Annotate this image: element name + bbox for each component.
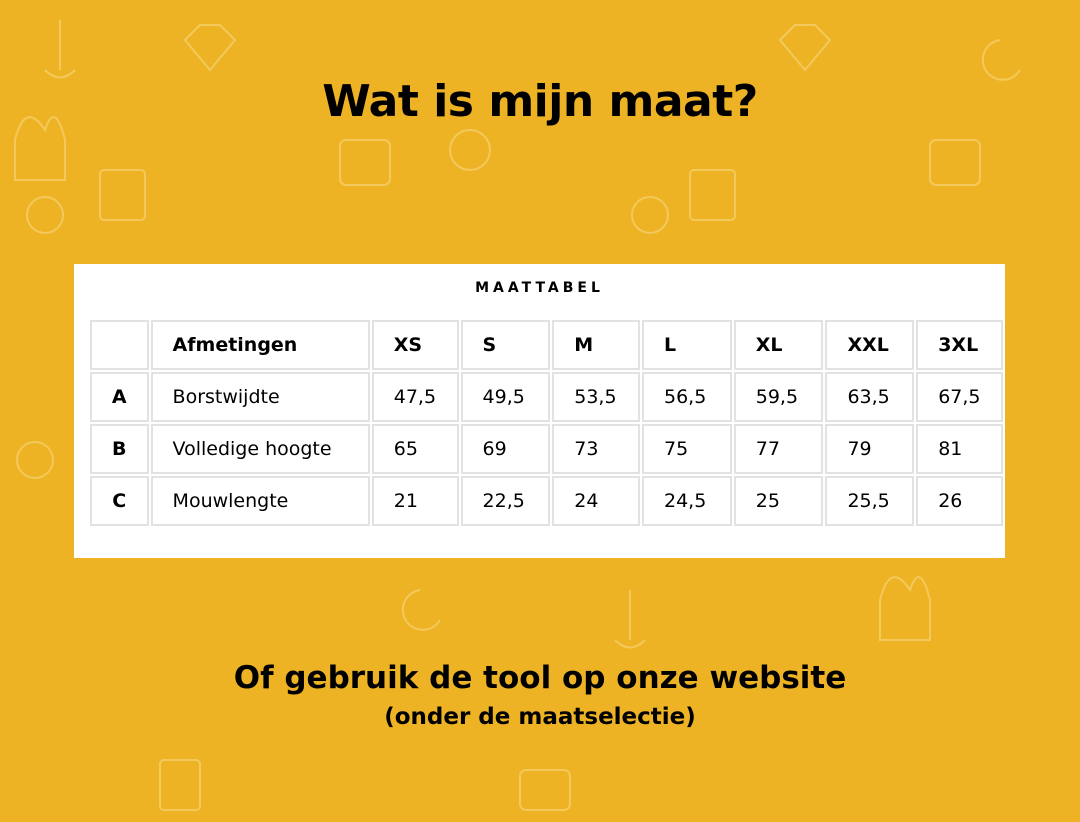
size-value-cell: 49,5	[460, 372, 551, 422]
header-cell: XS	[371, 320, 459, 370]
table-row: C Mouwlengte 21 22,5 24 24,5 25 25,5 26	[90, 476, 1003, 526]
size-value-cell: 81	[916, 424, 1003, 474]
header-cell: XL	[733, 320, 824, 370]
header-cell	[90, 320, 149, 370]
size-value-cell: 73	[552, 424, 640, 474]
size-value-cell: 59,5	[733, 372, 824, 422]
measurement-name-cell: Mouwlengte	[150, 476, 370, 526]
size-value-cell: 25,5	[825, 476, 915, 526]
size-value-cell: 53,5	[552, 372, 640, 422]
header-cell: S	[460, 320, 551, 370]
size-value-cell: 75	[642, 424, 732, 474]
size-chart-caption: MAATTABEL	[475, 280, 604, 296]
page-title: Wat is mijn maat?	[322, 76, 758, 127]
size-value-cell: 21	[371, 476, 459, 526]
size-value-cell: 47,5	[371, 372, 459, 422]
header-cell: 3XL	[916, 320, 1003, 370]
size-value-cell: 79	[825, 424, 915, 474]
table-header-row: Afmetingen XS S M L XL XXL 3XL	[90, 320, 1003, 370]
size-value-cell: 69	[460, 424, 551, 474]
footer-line-1: Of gebruik de tool op onze website	[233, 660, 847, 696]
size-value-cell: 67,5	[916, 372, 1003, 422]
header-cell: XXL	[825, 320, 915, 370]
size-value-cell: 56,5	[642, 372, 732, 422]
size-value-cell: 22,5	[460, 476, 551, 526]
size-value-cell: 24	[552, 476, 640, 526]
size-table: Afmetingen XS S M L XL XXL 3XL A Borstwij…	[88, 318, 1005, 528]
row-label-cell: C	[90, 476, 149, 526]
measurement-name-cell: Volledige hoogte	[150, 424, 370, 474]
measurement-name-cell: Borstwijdte	[150, 372, 370, 422]
size-value-cell: 63,5	[825, 372, 915, 422]
size-value-cell: 26	[916, 476, 1003, 526]
size-chart-card: MAATTABEL Afmetingen XS S M L XL XXL 3XL…	[74, 264, 1005, 558]
row-label-cell: B	[90, 424, 149, 474]
header-cell: M	[552, 320, 640, 370]
size-value-cell: 65	[371, 424, 459, 474]
size-value-cell: 24,5	[642, 476, 732, 526]
size-value-cell: 77	[733, 424, 824, 474]
table-row: B Volledige hoogte 65 69 73 75 77 79 81	[90, 424, 1003, 474]
row-label-cell: A	[90, 372, 149, 422]
header-cell: L	[642, 320, 732, 370]
footer-line-2: (onder de maatselectie)	[384, 704, 696, 730]
size-value-cell: 25	[733, 476, 824, 526]
header-cell: Afmetingen	[150, 320, 370, 370]
table-row: A Borstwijdte 47,5 49,5 53,5 56,5 59,5 63,5 67,5	[90, 372, 1003, 422]
